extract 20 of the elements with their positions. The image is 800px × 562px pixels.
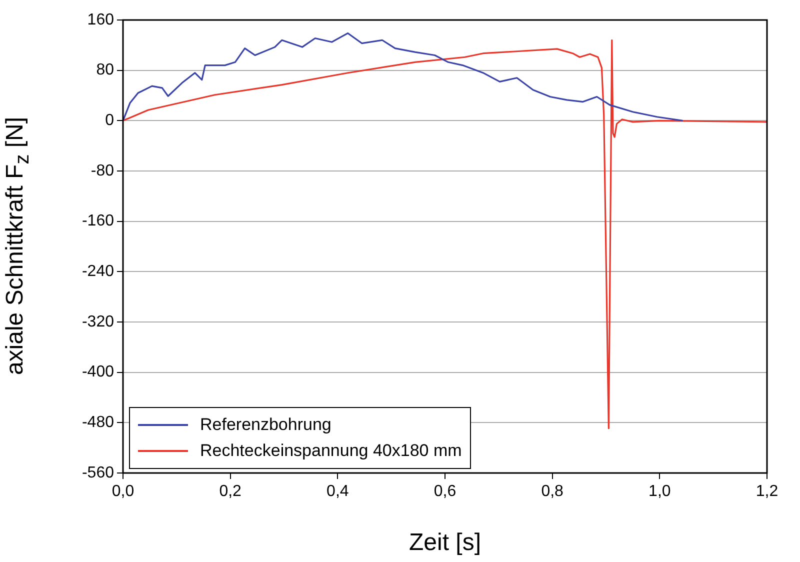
x-tick-label: 0,2	[219, 483, 242, 500]
y-tick-label: -480	[82, 414, 114, 432]
x-tick-label: 0,6	[434, 483, 456, 500]
x-tick-label: 0,4	[326, 483, 349, 500]
legend-label: Referenzbohrung	[200, 415, 332, 435]
x-tick-label: 0,0	[112, 483, 134, 500]
x-axis-title: Zeit [s]	[408, 529, 482, 556]
y-tick-label: -400	[82, 364, 114, 381]
x-tick-label: 1,0	[648, 483, 671, 500]
x-tick-label: 1,2	[756, 483, 778, 500]
y-tick-label: 80	[96, 62, 114, 79]
y-tick-label: -80	[90, 162, 114, 180]
y-tick-label: 160	[87, 11, 114, 28]
x-tick-label: 0,8	[541, 483, 564, 500]
y-tick-label: -320	[82, 313, 114, 330]
y-tick-label: -160	[82, 212, 114, 230]
y-tick-label: -240	[82, 263, 114, 280]
y-tick-label: 0	[105, 112, 114, 130]
y-tick-label: -560	[82, 464, 114, 482]
legend-label: Rechteckeinspannung 40x180 mm	[200, 441, 462, 461]
